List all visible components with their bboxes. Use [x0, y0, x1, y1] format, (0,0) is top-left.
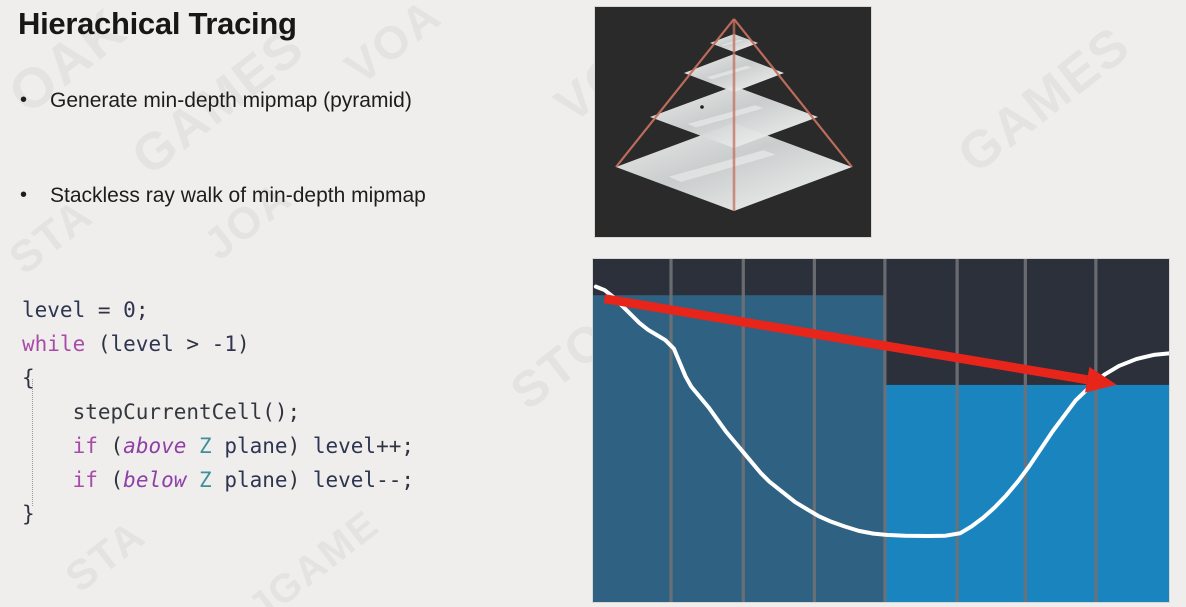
bullet-text-0: Generate min-depth mipmap (pyramid) [50, 89, 412, 112]
ray-arrow-head [1085, 366, 1117, 393]
code-line: } [22, 497, 414, 531]
code-token: Z [199, 468, 212, 492]
pyramid-level-sheen [706, 65, 752, 80]
code-token: -1 [211, 332, 237, 356]
code-block: level = 0; while (level > -1){ stepCurren… [22, 293, 414, 531]
pyramid-level-sheen [687, 105, 764, 128]
code-token: ( [97, 468, 124, 492]
mipmap-pyramid-svg [595, 7, 871, 237]
depth-cell-walk-svg [593, 259, 1169, 602]
code-token: below [123, 468, 187, 492]
code-token [186, 434, 199, 458]
code-token: ( [85, 332, 111, 356]
code-token: stepCurrentCell [72, 400, 263, 424]
code-token: if [72, 468, 98, 492]
code-line: { [22, 361, 414, 395]
depth-buffer-curve [593, 284, 1169, 539]
pyramid-wire-right [733, 18, 853, 168]
code-token: level [312, 468, 377, 492]
code-token: (); [262, 400, 301, 424]
min-depth-block-1 [884, 384, 1169, 602]
code-token: level [22, 298, 86, 322]
bullet-marker-icon: • [20, 184, 28, 206]
code-token [186, 468, 199, 492]
bullet-item-0: • Generate min-depth mipmap (pyramid) [20, 89, 412, 113]
code-token: plane [211, 468, 288, 492]
code-token: = [85, 298, 124, 322]
code-line: level = 0; [22, 293, 414, 327]
code-token: ) [287, 434, 313, 458]
ray-arrow-shaft [603, 294, 1088, 385]
code-token: level [110, 332, 174, 356]
code-token [22, 434, 73, 458]
code-token [22, 468, 73, 492]
code-line: stepCurrentCell(); [22, 395, 414, 429]
code-token: above [123, 434, 187, 458]
code-token [22, 400, 73, 424]
code-token: } [22, 502, 35, 526]
code-token: > [173, 332, 212, 356]
pyramid-level-sheen [720, 39, 743, 47]
code-line: if (above Z plane) level++; [22, 429, 414, 463]
code-line: while (level > -1) [22, 327, 414, 361]
pyramid-level-sheen [669, 150, 776, 182]
code-token: if [72, 434, 98, 458]
page-title: Hierachical Tracing [18, 6, 297, 41]
pyramid-wire-left [615, 18, 735, 168]
mipmap-pyramid-figure [594, 6, 872, 238]
code-token: { [22, 366, 35, 390]
code-token: ( [97, 434, 124, 458]
code-token: while [22, 332, 86, 356]
bullet-text-1: Stackless ray walk of min-depth mipmap [50, 184, 426, 207]
code-token: --; [376, 468, 415, 492]
code-token: plane [211, 434, 288, 458]
code-token: level [312, 434, 377, 458]
code-token: Z [199, 434, 212, 458]
code-indent-guide [32, 379, 33, 506]
code-line: if (below Z plane) level--; [22, 463, 414, 497]
bullet-item-1: • Stackless ray walk of min-depth mipmap [20, 184, 426, 208]
bullet-marker-icon: • [20, 89, 28, 111]
code-token: ; [135, 298, 149, 322]
depth-cell-walk-figure [592, 258, 1170, 603]
code-token: 0 [123, 298, 136, 322]
code-token: ) [236, 332, 250, 356]
code-token: ++; [376, 434, 415, 458]
pyramid-sample-point [700, 105, 704, 109]
code-token: ) [287, 468, 313, 492]
